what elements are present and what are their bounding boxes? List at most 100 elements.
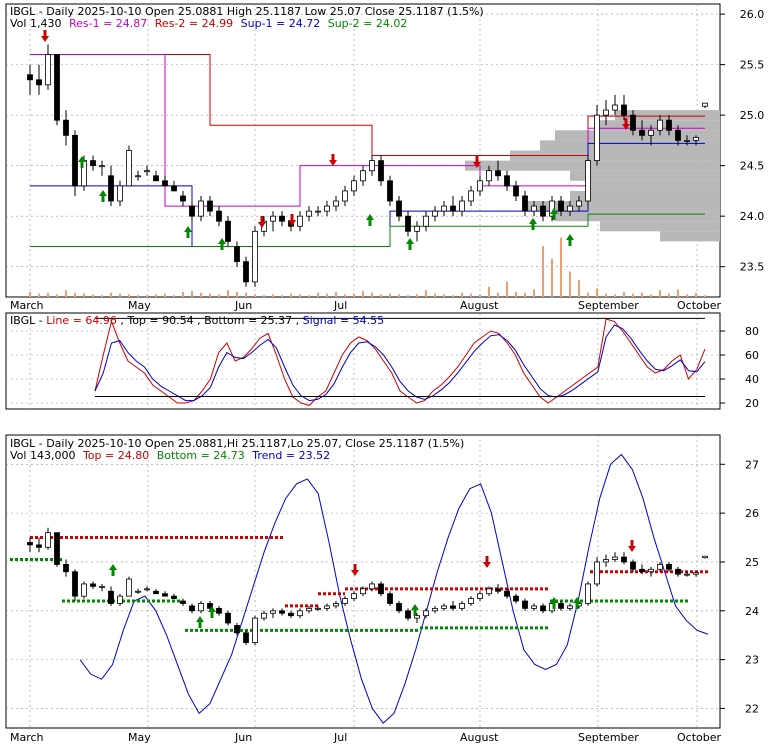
y-tick-label: 25.0: [740, 109, 765, 122]
price-candle-body: [387, 180, 393, 202]
arrow-head: [366, 214, 374, 220]
volume-bar: [641, 292, 643, 297]
price-candle-body: [198, 200, 204, 217]
price-header-line1: IBGL - Daily 2025-10-10 Open 25.0881 Hig…: [10, 5, 484, 18]
volume-bar: [578, 280, 580, 297]
arrow-shaft: [575, 603, 579, 609]
trend-candle-body: [63, 564, 69, 573]
price-candles: [27, 44, 708, 287]
line-series: [94, 318, 706, 406]
profile-bar: [525, 201, 720, 212]
profile-bar: [594, 120, 720, 131]
volume-bar: [236, 291, 238, 297]
profile-bar: [465, 160, 720, 171]
price-candle-body: [657, 119, 663, 131]
arrow-head: [483, 562, 491, 568]
trend-bottom-label: Bottom = 24.73: [157, 449, 245, 462]
profile-bar: [660, 231, 720, 242]
volume-bar: [596, 288, 598, 297]
volume-bar: [380, 294, 382, 297]
volume-bar: [398, 294, 400, 297]
volume-bar: [362, 291, 364, 297]
down-arrow-icon: [622, 118, 630, 130]
price-candle-body: [378, 160, 384, 182]
trend-candle-body: [459, 603, 465, 609]
arrow-shaft: [220, 244, 224, 250]
trend-candle-body: [99, 585, 105, 588]
volume-bar: [47, 292, 49, 297]
profile-bar: [585, 180, 720, 191]
y-tick-label: 25.5: [740, 59, 765, 72]
price-candle-body: [576, 200, 582, 207]
trend-line: [79, 453, 709, 724]
arrow-shaft: [43, 30, 47, 36]
trend-candle-body: [81, 583, 87, 597]
arrow-head: [288, 220, 296, 226]
up-arrow-icon: [208, 606, 216, 618]
price-candle-body: [351, 180, 357, 192]
volume-bar: [371, 292, 373, 297]
trend-candle-body: [207, 603, 213, 609]
volume-bar: [173, 295, 175, 297]
price-candle-body: [225, 220, 231, 242]
profile-bar: [555, 130, 720, 141]
arrow-head: [329, 160, 337, 166]
y-tick-label: 24.0: [740, 210, 765, 223]
price-candle-body: [189, 205, 195, 217]
volume-bar: [92, 294, 94, 297]
volume-bar: [434, 293, 436, 297]
trend-candle-body: [225, 612, 231, 624]
x-tick-label: March: [10, 299, 44, 312]
trend-candle-body: [369, 583, 375, 590]
up-arrow-icon: [366, 214, 374, 226]
trend-candle-body: [396, 603, 402, 612]
price-candle-body: [45, 54, 51, 86]
volume-bar: [551, 258, 553, 297]
y-tick-label: 22: [745, 702, 759, 715]
volume-bar: [128, 294, 130, 297]
y-tick-label: 60: [745, 349, 759, 362]
price-candle-body: [558, 200, 564, 212]
price-vol-label: Vol 1,430: [10, 17, 61, 30]
x-tick-label: March: [10, 731, 44, 744]
volume-bar: [587, 292, 589, 297]
arrow-head: [208, 606, 216, 612]
down-arrow-icon: [288, 214, 296, 226]
trend-candle-body: [675, 568, 681, 575]
price-candle-body: [522, 195, 528, 212]
price-candle-body: [153, 175, 159, 182]
volume-bar: [227, 290, 229, 297]
down-arrow-icon: [473, 156, 481, 168]
price-candle-body: [297, 215, 303, 227]
down-arrow-icon: [329, 154, 337, 166]
up-arrow-icon: [529, 218, 537, 230]
arrow-shaft: [80, 162, 84, 168]
arrow-head: [41, 36, 49, 42]
trend-candle-body: [117, 595, 123, 604]
price-candle-body: [162, 180, 168, 187]
trend-candle-body: [333, 603, 339, 607]
trend-candle-body: [171, 595, 177, 599]
price-candle-body: [441, 205, 447, 212]
trend-candle-body: [324, 605, 330, 609]
volume-bar: [515, 291, 517, 297]
x-tick-label: August: [460, 731, 499, 744]
arrow-shaft: [331, 154, 335, 160]
price-candle-body: [333, 200, 339, 207]
trend-candle-body: [54, 532, 60, 565]
trend-candle-body: [270, 610, 276, 614]
volume-bar: [668, 293, 670, 297]
volume-bar: [416, 294, 418, 297]
price-candle-body: [477, 180, 483, 192]
x-tick-label: May: [128, 299, 151, 312]
x-tick-label: October: [677, 299, 721, 312]
y-tick-label: 26.0: [740, 8, 765, 21]
trend-candle-body: [279, 610, 285, 614]
price-candle-body: [207, 200, 213, 212]
volume-bar: [479, 294, 481, 297]
price-candle-body: [216, 210, 222, 222]
volume-bar: [209, 293, 211, 297]
price-candle-body: [423, 215, 429, 227]
price-candle-body: [135, 175, 141, 178]
price-candle-body: [270, 215, 276, 222]
